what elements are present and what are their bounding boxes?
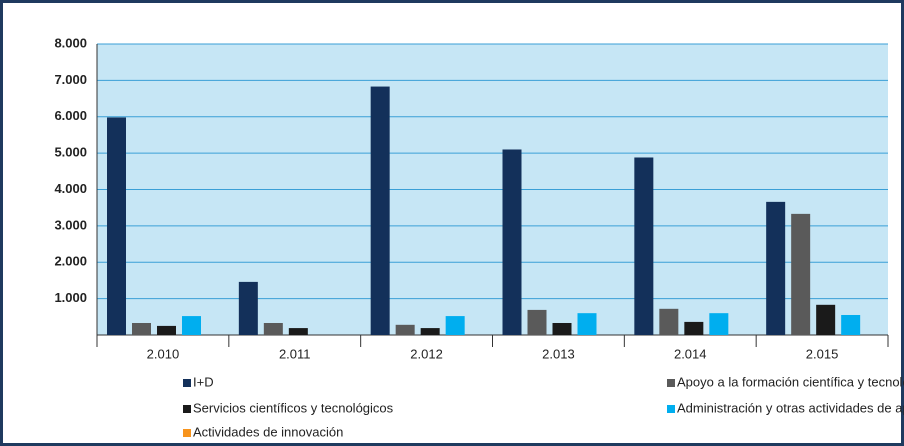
bar: [107, 117, 126, 335]
y-tick-label: 5.000: [54, 145, 87, 160]
legend-swatch: [667, 379, 675, 387]
legend-swatch: [183, 379, 191, 387]
bar: [263, 322, 283, 335]
bar: [527, 309, 547, 335]
y-tick-label: 8.000: [54, 35, 87, 50]
bar: [395, 324, 415, 335]
y-tick-label: 4.000: [54, 181, 87, 196]
x-tick-label: 2.015: [806, 346, 839, 361]
x-tick-label: 2.014: [674, 346, 707, 361]
bar: [816, 304, 836, 335]
x-tick-label: 2.011: [279, 346, 311, 361]
legend-swatch: [667, 405, 675, 413]
y-tick-label: 7.000: [54, 72, 87, 87]
legend-label: Administración y otras actividades de ap…: [677, 400, 904, 415]
legend-label: Apoyo a la formación científica y tecnol…: [677, 374, 904, 389]
x-tick-label: 2.010: [147, 346, 180, 361]
bar: [766, 201, 786, 335]
x-tick-label: 2.013: [542, 346, 575, 361]
bar: [157, 325, 176, 335]
y-tick-label: 3.000: [54, 217, 87, 232]
legend-label: Servicios científicos y tecnológicos: [193, 400, 394, 415]
bar: [841, 314, 861, 335]
x-tick-label: 2.012: [410, 346, 443, 361]
bar: [634, 157, 654, 335]
bar: [577, 313, 597, 335]
y-tick-label: 2.000: [54, 254, 87, 269]
bar: [370, 86, 390, 335]
legend-label: I+D: [193, 374, 214, 389]
bar: [552, 322, 572, 335]
legend-swatch: [183, 429, 191, 437]
y-tick-label: 1.000: [54, 290, 87, 305]
bar: [791, 213, 811, 335]
bar: [709, 313, 729, 335]
bar: [288, 328, 308, 335]
bar: [502, 149, 522, 335]
bar: [445, 316, 465, 335]
bar: [182, 316, 201, 335]
bar: [420, 328, 440, 335]
y-tick-label: 6.000: [54, 108, 87, 123]
legend-label: Actividades de innovación: [193, 424, 343, 439]
bar: [132, 322, 151, 335]
bar: [659, 308, 679, 335]
bar: [684, 321, 704, 335]
bar: [238, 281, 258, 335]
legend-swatch: [183, 405, 191, 413]
